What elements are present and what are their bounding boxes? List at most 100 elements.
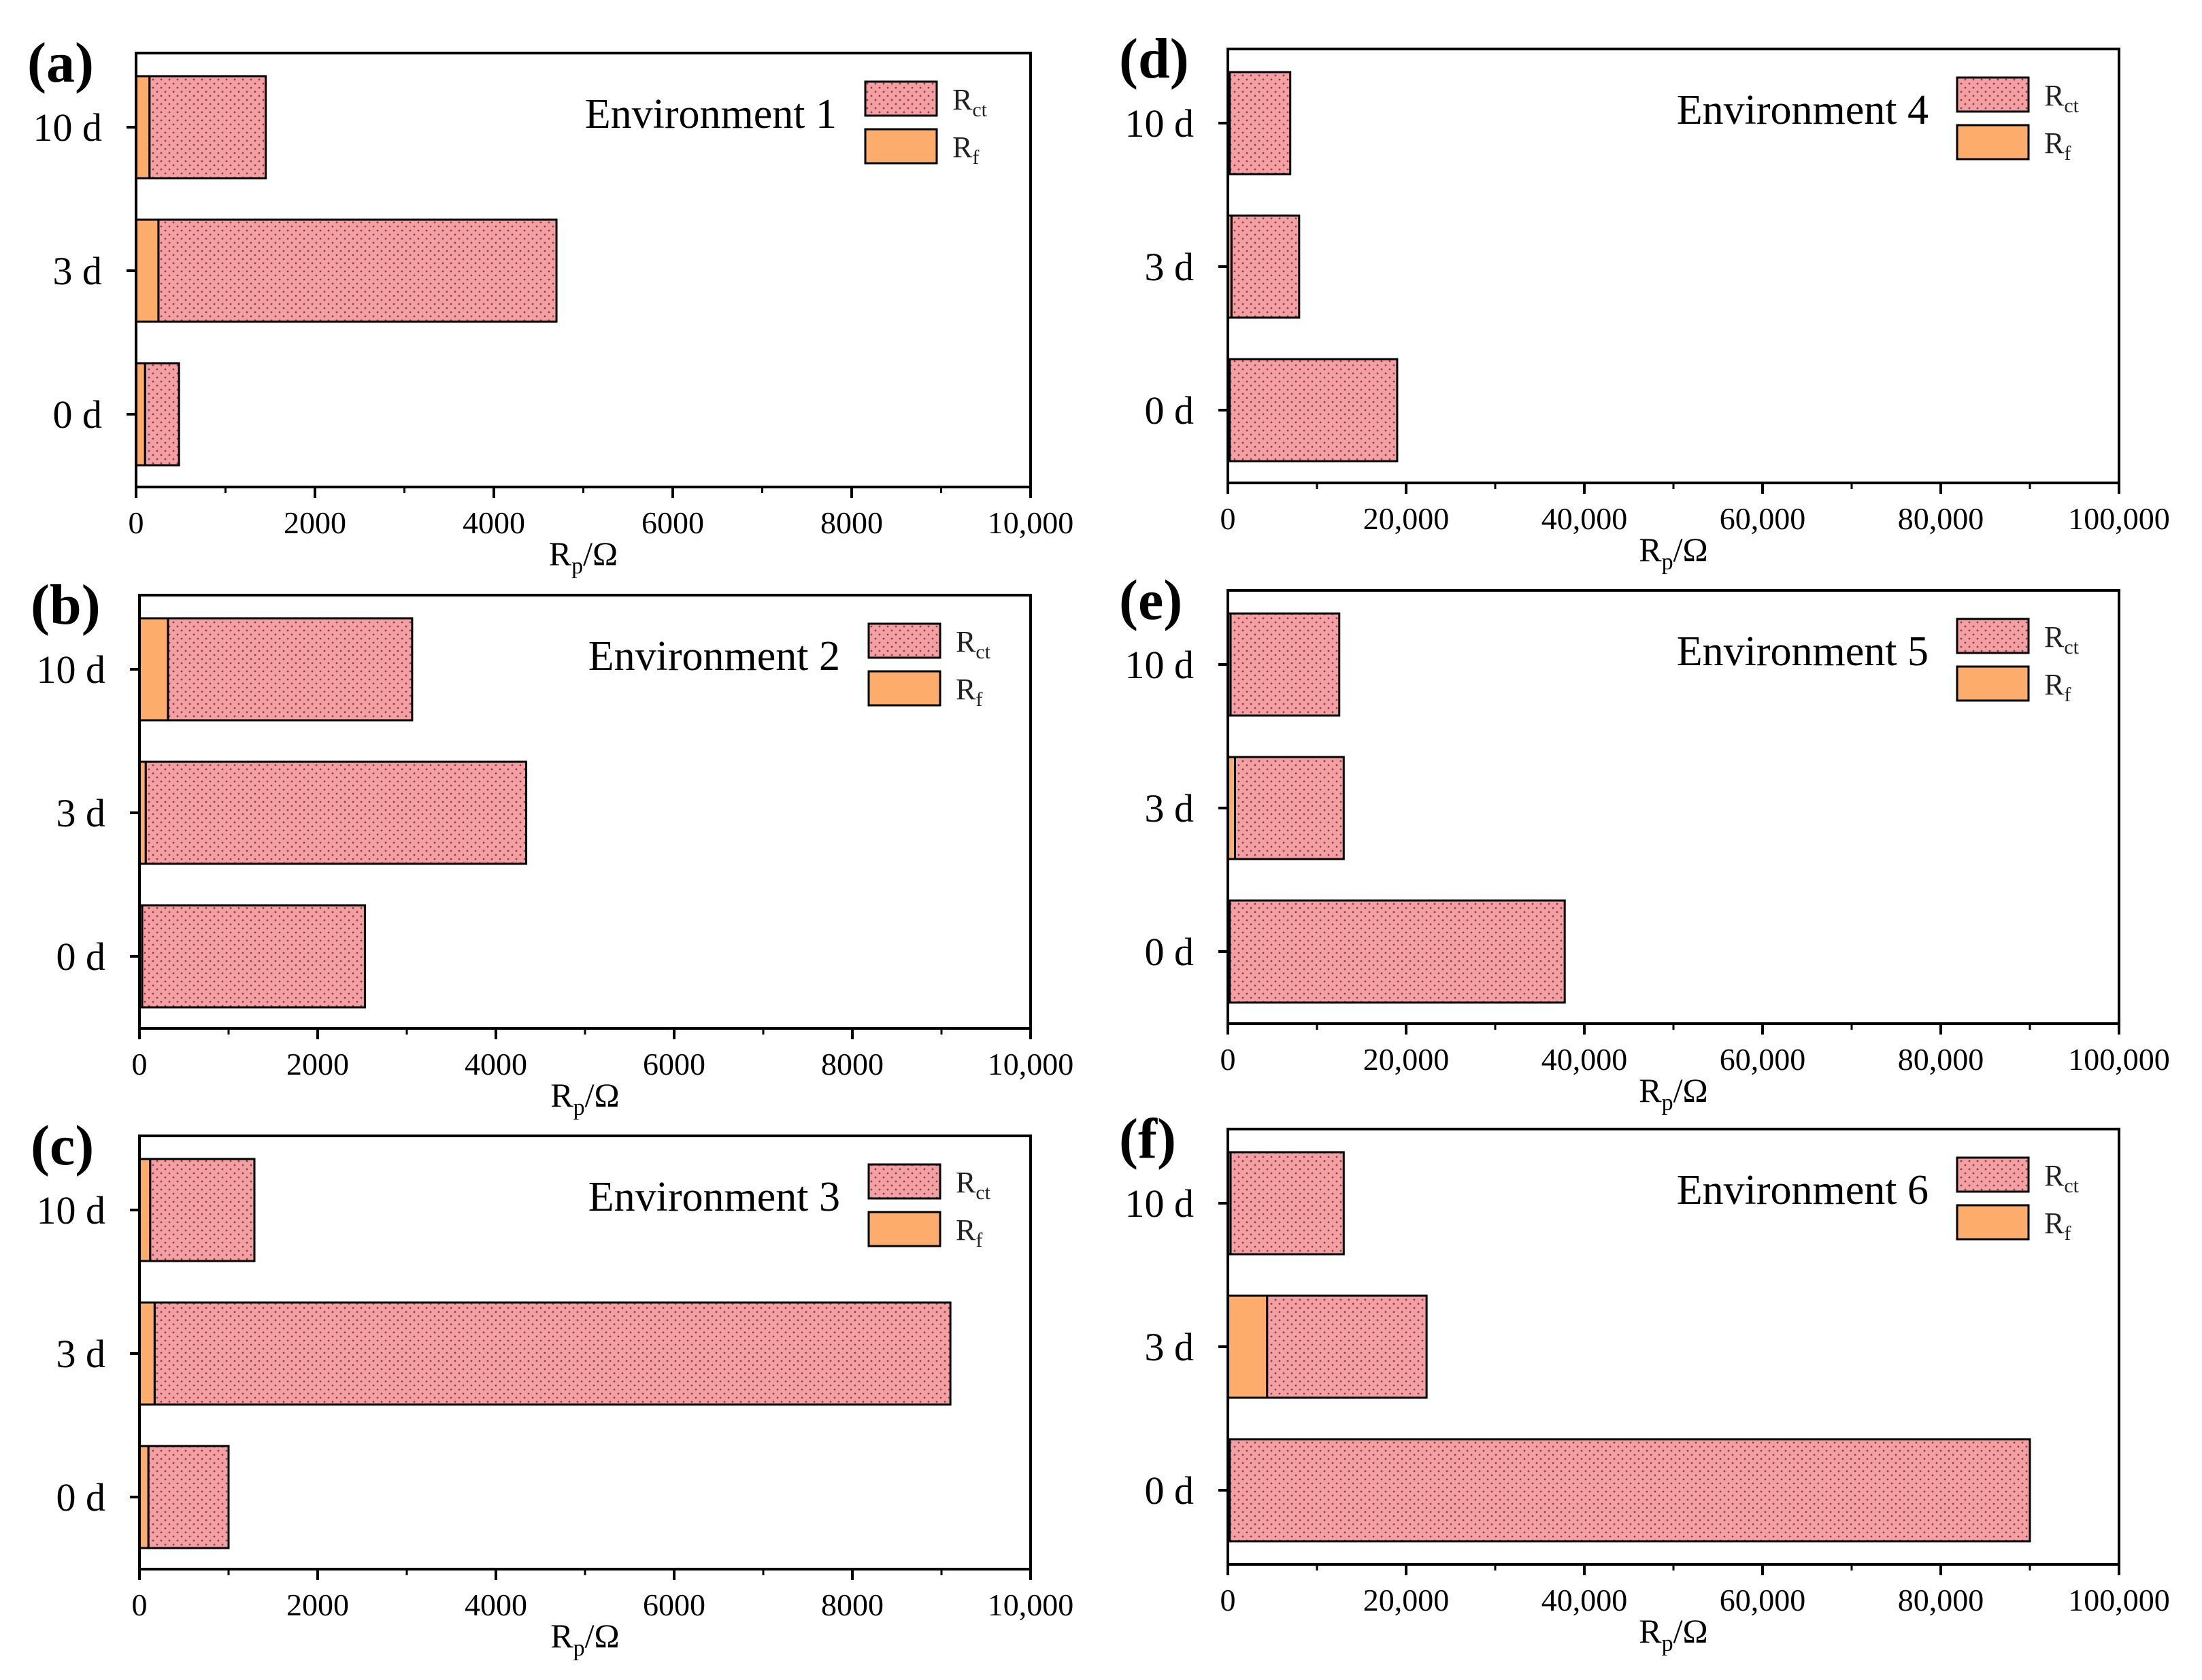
category-label: 3 d bbox=[1145, 245, 1195, 289]
x-axis-label-main: R bbox=[549, 535, 572, 573]
legend-label-rct: Rct bbox=[2044, 1159, 2080, 1197]
panel-6: 10 d 3 d 0 d 0 20,000 40,000 60,000 80,000 100,0… bbox=[1119, 1107, 2170, 1656]
x-axis-label-rest: /Ω bbox=[1673, 531, 1708, 569]
legend-rct-sub: ct bbox=[975, 1181, 990, 1204]
bar-rct bbox=[1266, 1294, 1428, 1399]
legend-label-rct: Rct bbox=[952, 83, 988, 121]
category-label: 0 d bbox=[56, 935, 106, 979]
panel-5: 10 d 3 d 0 d 0 20,000 40,000 60,000 80,000 100,0… bbox=[1119, 569, 2170, 1115]
x-tick-label: 4000 bbox=[465, 1047, 527, 1081]
panel-letter: (a) bbox=[27, 31, 94, 95]
x-tick-label: 0 bbox=[1220, 501, 1236, 536]
legend-rf-main: R bbox=[956, 1213, 976, 1247]
x-axis-label: Rp/Ω bbox=[1639, 531, 1707, 575]
legend-label-rf: Rf bbox=[956, 673, 982, 711]
bar-rf bbox=[138, 617, 169, 722]
legend-rct-main: R bbox=[956, 1166, 976, 1199]
x-axis-label: Rp/Ω bbox=[550, 1076, 619, 1120]
legend-rct-sub: ct bbox=[975, 641, 990, 663]
legend-swatch-rct bbox=[867, 1163, 941, 1200]
legend-label-rf: Rf bbox=[956, 1213, 982, 1251]
category-label: 3 d bbox=[56, 1332, 106, 1376]
bar-rct bbox=[1229, 71, 1292, 175]
x-tick-label: 8000 bbox=[821, 1587, 884, 1622]
x-tick-label: 100,000 bbox=[2068, 1042, 2170, 1077]
bar-rct bbox=[1229, 1151, 1345, 1256]
x-tick-label: 40,000 bbox=[1541, 1042, 1628, 1077]
legend-rf-main: R bbox=[2044, 1207, 2065, 1240]
category-label: 0 d bbox=[1145, 930, 1195, 974]
x-tick-label: 10,000 bbox=[988, 1587, 1074, 1622]
panel-letter: (f) bbox=[1119, 1107, 1176, 1171]
x-tick-label: 6000 bbox=[643, 1587, 705, 1622]
legend-rf-main: R bbox=[952, 131, 973, 164]
category-label: 10 d bbox=[33, 105, 103, 150]
x-axis-label-main: R bbox=[1639, 1071, 1662, 1109]
bar-rct bbox=[157, 218, 558, 323]
legend-label-rf: Rf bbox=[2044, 1207, 2071, 1245]
category-label: 10 d bbox=[37, 1188, 106, 1232]
bar-rf bbox=[1227, 1294, 1269, 1399]
x-axis-label-rest: /Ω bbox=[1673, 1612, 1708, 1650]
legend-label-rct: Rct bbox=[2044, 79, 2080, 117]
x-axis-label-sub: p bbox=[571, 554, 583, 579]
category-label: 10 d bbox=[1125, 101, 1195, 146]
category-label: 10 d bbox=[1125, 1181, 1195, 1226]
x-tick-label: 20,000 bbox=[1363, 501, 1450, 536]
legend-label-rf: Rf bbox=[2044, 668, 2071, 706]
x-tick-label: 80,000 bbox=[1898, 501, 1984, 536]
panel-letter: (e) bbox=[1119, 569, 1182, 632]
legend-swatch-rct bbox=[1956, 76, 2030, 113]
bar-rct bbox=[1229, 1438, 2031, 1543]
legend-rf-sub: f bbox=[972, 146, 979, 169]
x-tick-label: 0 bbox=[1220, 1583, 1236, 1617]
bar-rct bbox=[144, 760, 528, 865]
x-tick-label: 40,000 bbox=[1541, 1583, 1628, 1617]
x-axis-label: Rp/Ω bbox=[1639, 1071, 1707, 1115]
legend-rf-main: R bbox=[2044, 127, 2065, 160]
legend-rct-sub: ct bbox=[972, 99, 987, 121]
legend-swatch-rf bbox=[1956, 124, 2030, 161]
x-axis-label-main: R bbox=[1639, 1612, 1662, 1650]
x-axis-label: Rp/Ω bbox=[1639, 1612, 1707, 1656]
category-label: 3 d bbox=[1145, 1325, 1195, 1369]
legend-swatch-rf bbox=[867, 1211, 941, 1247]
x-tick-label: 10,000 bbox=[988, 1047, 1074, 1081]
x-tick-label: 2000 bbox=[286, 1587, 349, 1622]
x-tick-label: 60,000 bbox=[1720, 1583, 1806, 1617]
category-label: 0 d bbox=[56, 1475, 106, 1519]
x-tick-label: 60,000 bbox=[1720, 501, 1806, 536]
category-label: 0 d bbox=[53, 392, 103, 437]
category-label: 10 d bbox=[37, 648, 106, 692]
panel-title: Environment 2 bbox=[588, 633, 840, 679]
bar-rct bbox=[1230, 214, 1301, 319]
bar-rct bbox=[148, 75, 267, 180]
legend-swatch-rf bbox=[1956, 1204, 2030, 1241]
x-tick-label: 6000 bbox=[643, 1047, 705, 1081]
x-tick-label: 0 bbox=[129, 505, 144, 540]
legend-rf-sub: f bbox=[975, 688, 982, 711]
legend-swatch-rct bbox=[867, 622, 941, 659]
x-tick-label: 80,000 bbox=[1898, 1583, 1984, 1617]
x-axis-label-main: R bbox=[550, 1076, 573, 1114]
panel-1: 10 d 3 d 0 d 0 2000 4000 6000 8000 10,000 Rp/Ω (a)… bbox=[27, 31, 1073, 579]
legend-rf-sub: f bbox=[2064, 1222, 2071, 1245]
x-axis-label-main: R bbox=[550, 1617, 573, 1655]
legend-swatch-rct bbox=[864, 80, 938, 117]
category-label: 0 d bbox=[1145, 388, 1195, 433]
category-label: 3 d bbox=[56, 791, 106, 835]
bar-rf bbox=[138, 1301, 156, 1406]
x-axis-label-sub: p bbox=[1662, 550, 1673, 575]
legend-rf-main: R bbox=[2044, 668, 2065, 701]
bar-rct bbox=[1233, 756, 1345, 860]
legend-rct-main: R bbox=[952, 83, 973, 116]
panel-2: 10 d 3 d 0 d 0 2000 4000 6000 8000 10,000 Rp/Ω (b)… bbox=[31, 573, 1073, 1120]
legend-rct-main: R bbox=[2044, 79, 2065, 112]
x-tick-label: 4000 bbox=[465, 1587, 527, 1622]
panel-4: 10 d 3 d 0 d 0 20,000 40,000 60,000 80,000 100,0… bbox=[1119, 27, 2170, 575]
x-axis-label-rest: /Ω bbox=[583, 535, 618, 573]
legend-rf-sub: f bbox=[2064, 142, 2071, 165]
bar-rct bbox=[149, 1158, 256, 1262]
category-label: 3 d bbox=[53, 249, 103, 293]
x-tick-label: 100,000 bbox=[2068, 1583, 2170, 1617]
